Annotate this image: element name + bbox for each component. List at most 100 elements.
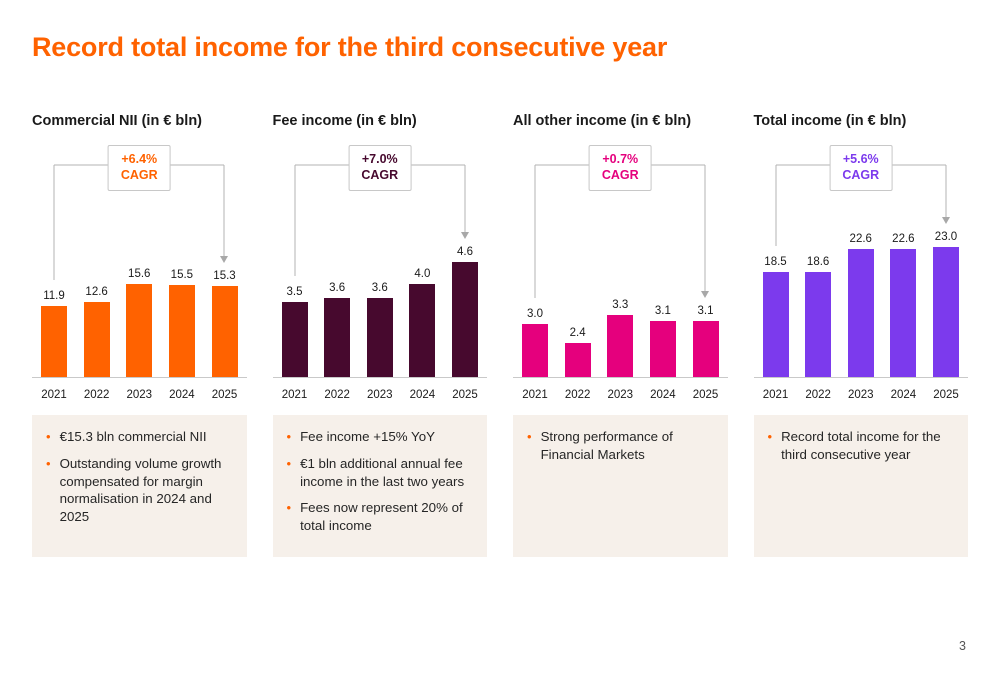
cagr-value: +7.0% — [361, 152, 398, 166]
year-label: 2025 — [211, 389, 238, 401]
cagr-value: +0.7% — [602, 152, 639, 166]
list-item: • Strong performance of Financial Markets — [527, 428, 714, 464]
year-label: 2024 — [169, 389, 195, 401]
bars-group: 11.9 12.6 15.6 15.5 15.3 — [32, 268, 247, 377]
bar-value-label: 4.6 — [457, 246, 473, 258]
list-item: • Fee income +15% YoY — [287, 428, 474, 446]
bullet-icon: • — [286, 429, 292, 444]
bullet-icon: • — [527, 429, 532, 444]
bar — [522, 324, 548, 377]
bar-chart: +5.6% CAGR 18.5 18.6 22.6 22.6 23.0 2021 2022 202… — [753, 139, 969, 401]
bar — [847, 249, 874, 377]
chart-panel: All other income (in € bln) +0.7% CAGR 3.0 2… — [513, 113, 728, 558]
bar — [649, 321, 676, 377]
bar-column: 3.5 — [277, 286, 313, 377]
bar — [83, 302, 110, 377]
axis-baseline — [272, 377, 487, 378]
year-label: 2025 — [452, 389, 478, 401]
bar-value-label: 3.6 — [371, 282, 388, 294]
bar — [452, 262, 478, 377]
note-text: Record total income for the third consec… — [781, 429, 941, 462]
note-text: Fee income +15% YoY — [300, 429, 435, 444]
bar-value-label: 18.6 — [806, 256, 830, 268]
chart-panel: Fee income (in € bln) +7.0% CAGR 3.5 3.6 3.6 4… — [272, 113, 488, 558]
chart-panel: Commercial NII (in € bln) +6.4% CAGR 11.9 12… — [32, 113, 247, 558]
year-label: 2021 — [522, 389, 548, 401]
year-label: 2021 — [281, 389, 308, 401]
bar-value-label: 12.6 — [85, 286, 108, 298]
bar-value-label: 3.5 — [286, 286, 303, 298]
notes-list: • Strong performance of Financial Markets — [527, 428, 714, 464]
bar-value-label: 3.3 — [612, 299, 629, 311]
bar — [933, 247, 959, 377]
list-item: • €15.3 bln commercial NII — [46, 428, 233, 446]
cagr-value: +5.6% — [842, 152, 879, 166]
bullet-icon: • — [46, 429, 51, 444]
slide-title: Record total income for the third consec… — [32, 32, 668, 62]
axis-baseline — [513, 377, 728, 378]
bar — [211, 286, 238, 377]
cagr-badge: +7.0% CAGR — [348, 145, 412, 191]
year-label: 2023 — [847, 389, 874, 401]
bar-value-label: 11.9 — [43, 290, 65, 302]
bar-chart: +6.4% CAGR 11.9 12.6 15.6 15.5 15.3 2021 2022 202… — [32, 139, 247, 401]
cagr-badge: +0.7% CAGR — [588, 145, 652, 191]
year-label: 2023 — [366, 389, 393, 401]
bar-column: 4.6 — [447, 246, 483, 377]
notes-list: • Fee income +15% YoY • €1 bln additional a… — [287, 428, 474, 535]
x-axis-labels: 2021 2022 2023 2024 2025 — [754, 389, 969, 401]
bar-value-label: 3.0 — [527, 308, 543, 320]
axis-baseline — [32, 377, 247, 378]
x-axis-labels: 2021 2022 2023 2024 2025 — [32, 389, 247, 401]
bar-column: 22.6 — [843, 233, 879, 377]
arrow-down-icon — [701, 291, 709, 298]
bar-value-label: 15.5 — [170, 269, 194, 281]
chart-title: Total income (in € bln) — [753, 113, 907, 129]
note-text: €15.3 bln commercial NII — [59, 429, 207, 444]
cagr-label: CAGR — [601, 168, 639, 183]
bar — [366, 298, 393, 377]
chart-title: Fee income (in € bln) — [272, 113, 417, 129]
bar-value-label: 15.6 — [128, 268, 151, 280]
page-number: 3 — [959, 639, 966, 653]
bar-column: 15.3 — [207, 270, 243, 377]
bar-value-label: 18.5 — [764, 256, 787, 268]
panels-row: Commercial NII (in € bln) +6.4% CAGR 11.9 12… — [32, 113, 969, 558]
bar-column: 3.1 — [645, 305, 681, 377]
cagr-label: CAGR — [361, 168, 399, 183]
bar-column: 18.6 — [800, 256, 836, 377]
arrow-down-icon — [460, 232, 469, 239]
bar-column: 3.3 — [602, 299, 638, 377]
year-label: 2024 — [890, 389, 917, 401]
year-label: 2021 — [41, 389, 67, 401]
bar — [41, 306, 67, 377]
arrow-down-icon — [220, 256, 228, 263]
chart-title: All other income (in € bln) — [513, 113, 692, 129]
bar-column: 23.0 — [928, 231, 964, 377]
list-item: • €1 bln additional annual fee income in … — [287, 455, 474, 491]
note-text: Fees now represent 20% of total income — [300, 500, 463, 534]
bar-column: 4.0 — [404, 268, 440, 377]
year-label: 2025 — [933, 389, 959, 401]
notes-list: • Record total income for the third conse… — [768, 428, 955, 464]
bar — [126, 284, 153, 377]
bar — [564, 343, 591, 377]
bar-column: 11.9 — [36, 290, 72, 377]
cagr-label: CAGR — [842, 168, 880, 183]
year-label: 2023 — [126, 389, 153, 401]
cagr-badge: +6.4% CAGR — [107, 145, 171, 191]
bar-value-label: 4.0 — [414, 268, 431, 280]
bullet-icon: • — [767, 429, 773, 444]
bar-column: 18.5 — [758, 256, 794, 377]
axis-baseline — [753, 377, 968, 378]
year-label: 2022 — [83, 389, 110, 401]
note-text: Outstanding volume growth compensated fo… — [59, 455, 222, 525]
year-label: 2021 — [762, 389, 789, 401]
bars-group: 18.5 18.6 22.6 22.6 23.0 — [754, 231, 969, 377]
x-axis-labels: 2021 2022 2023 2024 2025 — [513, 389, 728, 401]
chart-title: Commercial NII (in € bln) — [32, 113, 202, 129]
year-label: 2024 — [409, 389, 436, 401]
year-label: 2022 — [805, 389, 831, 401]
bar-column: 15.6 — [121, 268, 157, 377]
x-axis-labels: 2021 2022 2023 2024 2025 — [273, 389, 488, 401]
